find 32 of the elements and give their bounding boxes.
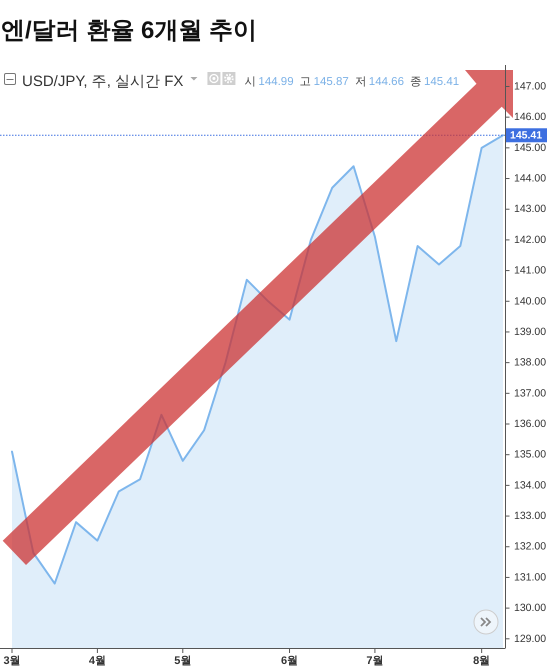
y-tick-label: 145.00 bbox=[514, 142, 546, 154]
text: USD/JPY, 주, 실시간 FX bbox=[22, 73, 184, 90]
y-tick-label: 130.00 bbox=[514, 602, 546, 614]
y-tick-label: 147.00 bbox=[514, 80, 546, 92]
annotation: 시 144.99 bbox=[244, 76, 294, 88]
x-tick-label: 8월 bbox=[473, 655, 490, 667]
x-tick-label: 7월 bbox=[366, 655, 384, 667]
y-tick-label: 137.00 bbox=[514, 387, 546, 400]
annotation: 저 144.66 bbox=[354, 76, 404, 88]
y-tick-label: 131.00 bbox=[514, 571, 546, 584]
annotation: 고 145.87 bbox=[300, 76, 349, 88]
y-tick-label: 138.00 bbox=[514, 356, 546, 369]
x-tick-label: 6월 bbox=[280, 655, 298, 667]
y-tick-label: 142.00 bbox=[514, 234, 546, 246]
y-tick-label: 144.00 bbox=[514, 172, 546, 185]
y-tick-label: 146.00 bbox=[514, 111, 546, 124]
x-tick-label: 4월 bbox=[88, 655, 106, 667]
annotation: 종 145.41 bbox=[410, 76, 460, 88]
x-tick-label: 3월 bbox=[3, 655, 21, 667]
y-tick-label: 129.00 bbox=[514, 632, 546, 645]
y-tick-label: 140.00 bbox=[514, 295, 546, 308]
y-tick-label: 136.00 bbox=[514, 418, 546, 430]
y-tick-label: 133.00 bbox=[514, 510, 546, 522]
y-tick-label: 135.00 bbox=[514, 448, 546, 461]
ref-line-label: 145.41 bbox=[510, 129, 542, 142]
y-tick-label: 132.00 bbox=[514, 540, 546, 553]
chart-title: 엔/달러 환율 6개월 추이 bbox=[1, 17, 258, 44]
x-tick-label: 5월 bbox=[174, 655, 192, 667]
y-tick-label: 141.00 bbox=[514, 264, 546, 277]
y-tick-label: 134.00 bbox=[514, 479, 546, 492]
y-tick-label: 143.00 bbox=[514, 203, 546, 216]
y-tick-label: 139.00 bbox=[514, 326, 546, 338]
